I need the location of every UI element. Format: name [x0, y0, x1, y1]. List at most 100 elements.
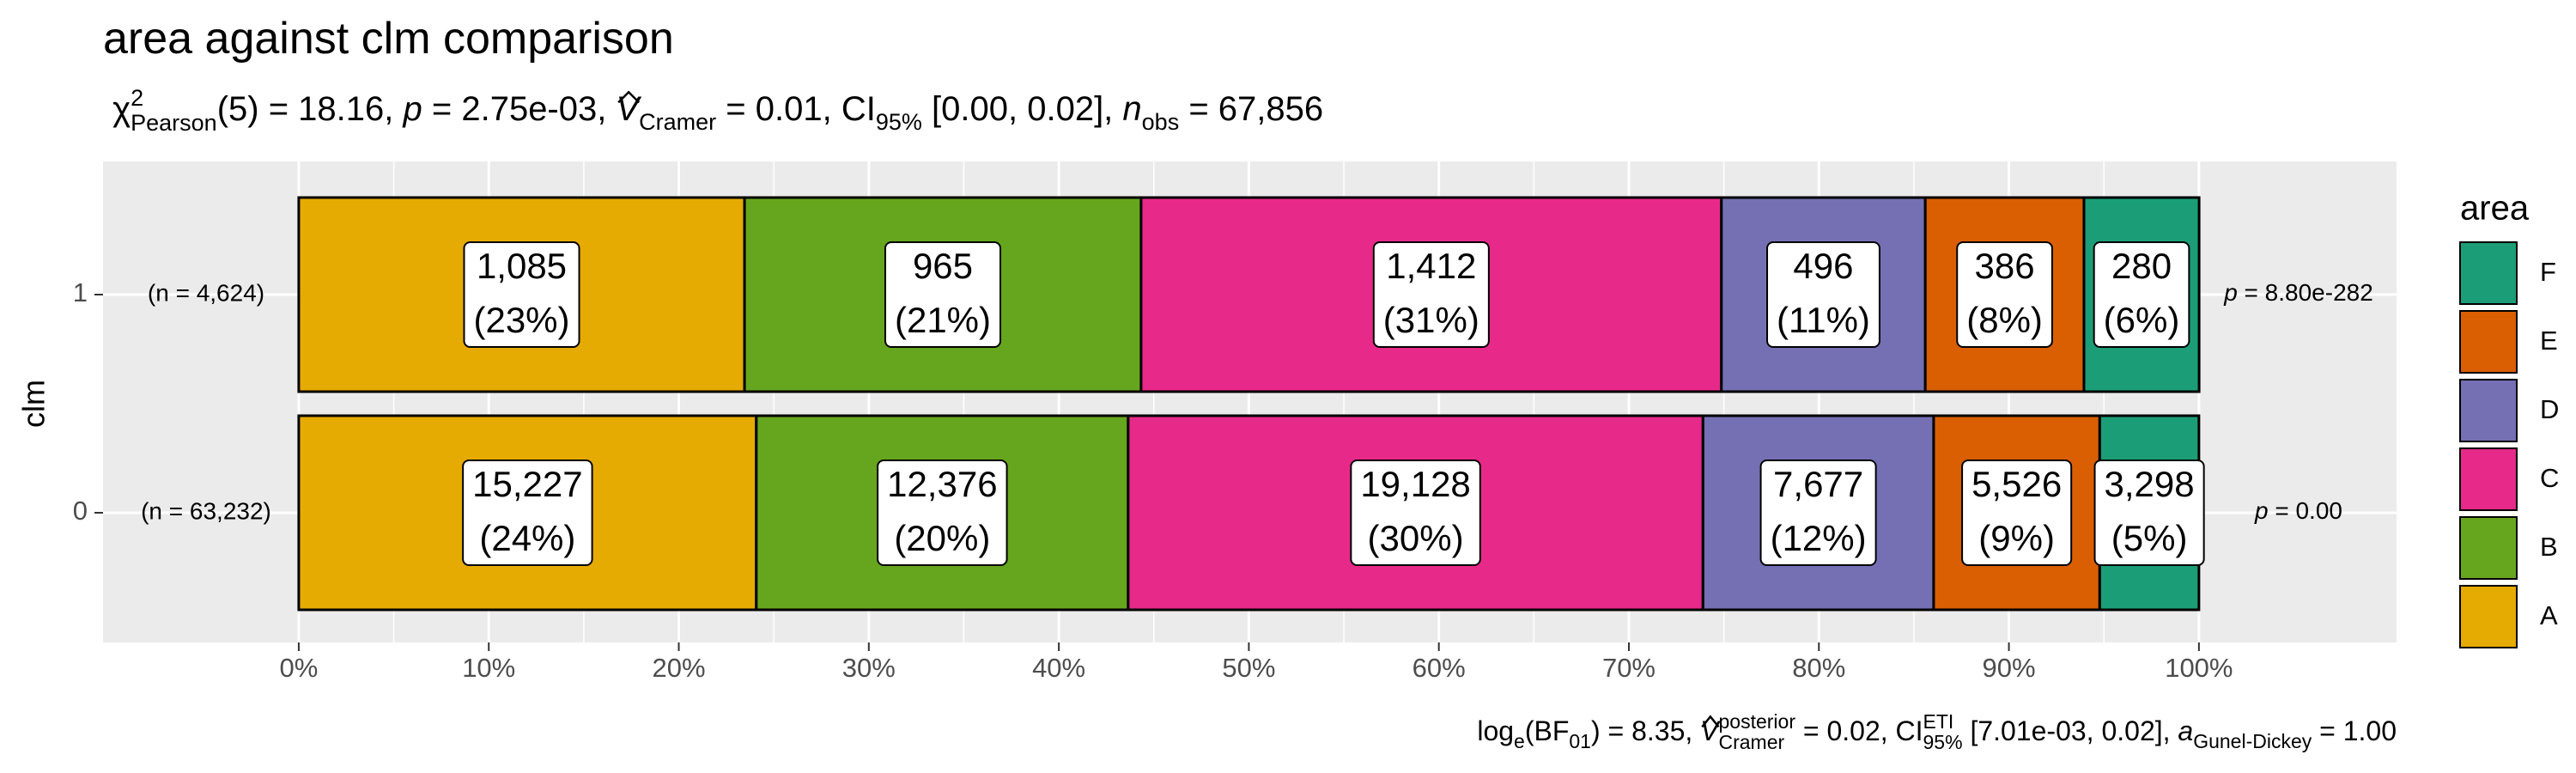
data-label-percent: (20%) — [894, 518, 990, 558]
data-label-percent: (23%) — [473, 300, 569, 340]
caption-part: V — [1700, 715, 1721, 746]
chart-caption: loge(BF01) = 8.35, Vposterior Cramer = 0.… — [1477, 710, 2397, 753]
caption-part: log — [1477, 715, 1514, 746]
data-label-box — [1961, 460, 2073, 566]
x-tick-label: 100% — [2165, 653, 2233, 683]
data-label-percent: (30%) — [1368, 518, 1464, 558]
subtitle-part: Pearson — [131, 110, 217, 136]
data-label-box — [1759, 460, 1877, 566]
legend-label: C — [2540, 463, 2559, 493]
data-label-count: 3,298 — [2105, 464, 2195, 504]
subtitle-part: V — [616, 90, 641, 128]
legend-key — [2459, 379, 2518, 442]
n-label: (n = 63,232) — [141, 497, 271, 524]
data-label-percent: (8%) — [1966, 300, 2043, 340]
caption-part: Cramer — [1719, 731, 1785, 753]
caption-part: e — [1514, 730, 1525, 752]
x-tick-label: 60% — [1413, 653, 1466, 683]
caption-part: = 1.00 — [2312, 715, 2397, 746]
caption-part: ) = 8.35, — [1591, 715, 1700, 746]
x-tick-label: 90% — [1983, 653, 2036, 683]
chart-subtitle: χ2 Pearson(5) = 18.16, p = 2.75e-03, VCra… — [103, 85, 1323, 136]
legend-key — [2459, 241, 2518, 305]
legend-label: A — [2540, 600, 2558, 630]
data-label-count: 5,526 — [1971, 464, 2062, 504]
legend-key — [2459, 310, 2518, 374]
p-label-part: p — [2223, 279, 2238, 306]
p-label: p = 0.00 — [2254, 497, 2342, 524]
data-label-box — [1350, 460, 1481, 566]
data-label-count: 1,412 — [1386, 246, 1476, 286]
legend-key — [2459, 585, 2518, 648]
subtitle-part: (5) = 18.16, — [217, 90, 404, 128]
subtitle-part: 95% — [876, 109, 922, 135]
caption-part: a — [2178, 715, 2193, 746]
p-label-part: = 8.80e-282 — [2238, 279, 2373, 306]
subtitle-part: obs — [1142, 109, 1180, 135]
data-label-count: 386 — [1975, 246, 2035, 286]
subtitle-part: = 0.01, CI — [716, 90, 876, 128]
data-label-count: 19,128 — [1360, 464, 1470, 504]
legend-label: D — [2540, 394, 2559, 424]
hat-accent — [1701, 715, 1720, 728]
legend-key — [2459, 516, 2518, 580]
data-label-count: 1,085 — [477, 246, 567, 286]
data-label-percent: (21%) — [895, 300, 991, 340]
subtitle-part: n — [1122, 90, 1141, 128]
caption-part: 01 — [1569, 730, 1591, 752]
p-label-part: = 0.00 — [2269, 497, 2342, 524]
data-label-percent: (5%) — [2111, 518, 2188, 558]
subtitle-part: p — [403, 90, 422, 128]
chart-title: area against clm comparison — [103, 14, 674, 64]
legend-label: E — [2540, 326, 2558, 356]
data-label-percent: (11%) — [1777, 300, 1870, 340]
legend-label: B — [2540, 532, 2558, 562]
x-tick-label: 20% — [652, 653, 705, 683]
caption-part: (BF — [1525, 715, 1570, 746]
caption-part: [7.01e-03, 0.02], — [1963, 715, 2178, 746]
data-label-percent: (31%) — [1383, 300, 1479, 340]
legend-label: F — [2540, 257, 2556, 287]
subtitle-part: [0.00, 0.02], — [922, 90, 1123, 128]
subtitle-part: = 2.75e-03, — [422, 90, 617, 128]
subtitle-part: 2 — [131, 85, 143, 111]
data-label-count: 280 — [2111, 246, 2172, 286]
data-label-box — [884, 241, 1002, 348]
data-label-percent: (9%) — [1978, 518, 2055, 558]
subtitle-part: Cramer — [639, 109, 716, 135]
caption-part: 95% — [1923, 731, 1963, 753]
y-tick-label: 1 — [73, 277, 88, 307]
legend-key — [2459, 447, 2518, 511]
data-label-box — [463, 241, 580, 348]
x-tick-label: 0% — [280, 653, 319, 683]
x-tick-label: 70% — [1602, 653, 1656, 683]
p-label-part: p — [2254, 497, 2269, 524]
data-label-count: 7,677 — [1773, 464, 1863, 504]
caption-part: posterior — [1719, 710, 1796, 733]
data-label-box — [877, 460, 1008, 566]
data-label-box — [1956, 241, 2053, 348]
x-tick-label: 80% — [1792, 653, 1845, 683]
data-label-box — [462, 460, 593, 566]
subtitle-part: χ — [112, 90, 131, 128]
caption-part: = 0.02, CI — [1795, 715, 1923, 746]
x-tick-label: 50% — [1222, 653, 1275, 683]
y-axis-title: clm — [16, 380, 52, 428]
hat-accent — [617, 90, 641, 104]
caption-part: Gunel-Dickey — [2193, 730, 2312, 752]
data-label-count: 965 — [913, 246, 973, 286]
p-label: p = 8.80e-282 — [2223, 279, 2373, 306]
data-label-box — [1372, 241, 1490, 348]
data-label-box — [1766, 241, 1880, 348]
legend-title: area — [2460, 190, 2530, 228]
data-label-percent: (24%) — [479, 518, 575, 558]
subtitle-part: = 67,856 — [1179, 90, 1323, 128]
data-label-box — [2093, 460, 2205, 566]
n-label: (n = 4,624) — [148, 279, 264, 306]
caption-part: ETI — [1923, 710, 1954, 733]
data-label-count: 496 — [1793, 246, 1853, 286]
data-label-percent: (6%) — [2104, 300, 2180, 340]
data-label-percent: (12%) — [1771, 518, 1867, 558]
x-tick-label: 30% — [842, 653, 896, 683]
